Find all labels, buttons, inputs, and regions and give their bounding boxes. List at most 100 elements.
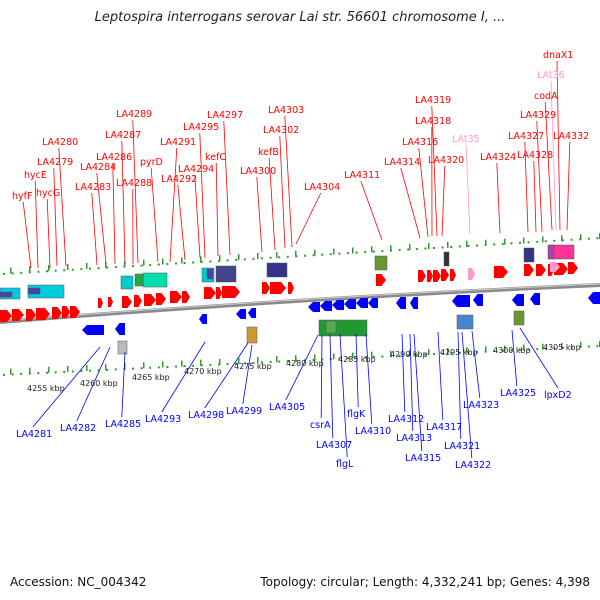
gene-label: LA4320	[428, 155, 464, 166]
reverse-gene-arrow	[115, 323, 125, 335]
upper-dot	[235, 258, 238, 261]
upper-dot	[132, 265, 134, 268]
reverse-gene-arrow	[410, 297, 418, 309]
upper-tick	[10, 267, 12, 274]
upper-tick	[162, 258, 164, 265]
forward-gene-arrow	[524, 264, 534, 276]
label-leader	[355, 333, 359, 408]
lower-dot	[183, 365, 186, 368]
upper-dot	[415, 248, 418, 251]
forward-gene-arrow	[536, 264, 546, 276]
gene-label: dnaX1	[543, 50, 573, 61]
upper-tick	[485, 239, 487, 246]
gene-label: LAt35	[452, 134, 480, 145]
upper-dot	[243, 258, 246, 261]
gene-label: flgK	[347, 409, 366, 420]
label-leader	[544, 101, 553, 231]
lower-dot	[243, 362, 246, 365]
lower-dot	[209, 363, 212, 366]
gene-label: LA4312	[388, 414, 424, 425]
upper-dot	[355, 251, 358, 254]
gene-label: LA4302	[263, 125, 299, 136]
upper-dot	[304, 254, 306, 257]
upper-tick	[67, 264, 69, 271]
upper-dot	[424, 247, 427, 250]
gene-label: LA4314	[384, 157, 420, 168]
lower-tick	[257, 357, 259, 364]
upper-dot	[209, 260, 212, 263]
upper-dot	[46, 270, 48, 273]
upper-dot	[476, 244, 478, 247]
gene-label: lpxD2	[544, 390, 572, 401]
lower-dot	[132, 367, 134, 370]
kbp-label: 4255 kbp	[27, 384, 65, 393]
lower-dot	[20, 373, 23, 376]
lower-dot	[37, 372, 40, 375]
gene-label: LA4332	[553, 131, 589, 142]
forward-gene-arrow	[568, 262, 578, 274]
forward-gene-arrow	[427, 270, 433, 282]
label-leader	[161, 341, 206, 413]
lower-dot	[570, 346, 573, 349]
upper-tick	[561, 235, 563, 242]
domain-box	[374, 255, 388, 271]
label-leader	[121, 351, 126, 418]
chromosome-backbone	[0, 283, 600, 324]
gene-label: LA4319	[415, 95, 451, 106]
domain-box	[120, 275, 134, 290]
upper-dot	[192, 261, 195, 264]
lower-dot	[192, 364, 195, 367]
gene-label: hycG	[36, 188, 60, 199]
lower-dot	[338, 357, 341, 360]
gene-label: LA4286	[96, 152, 132, 163]
label-leader	[132, 119, 139, 264]
chromosome-backbone-highlight	[0, 283, 600, 322]
gene-arrows	[0, 262, 600, 335]
gene-label: hyfF	[12, 191, 32, 202]
gene-label: codA	[534, 91, 558, 102]
label-leader	[22, 201, 32, 269]
lower-tick	[67, 365, 69, 372]
lower-tick	[105, 364, 107, 371]
gene-label: LA4281	[16, 429, 52, 440]
upper-tick	[48, 265, 50, 272]
lower-dot	[114, 368, 117, 371]
label-leader	[524, 141, 529, 233]
forward-gene-arrow	[108, 297, 113, 307]
lower-tick	[466, 347, 468, 354]
label-leader	[242, 344, 253, 405]
label-leader	[471, 330, 481, 399]
lower-tick	[162, 361, 164, 368]
upper-dot	[252, 257, 255, 260]
kbp-label: 4295 kbp	[440, 348, 478, 357]
label-leader-lines	[22, 60, 571, 459]
lower-dot	[175, 365, 177, 368]
gene-label: hycE	[24, 170, 47, 181]
reverse-gene-arrow	[512, 294, 524, 306]
gene-label: LA4329	[520, 110, 556, 121]
forward-gene-arrow	[52, 307, 62, 319]
reverse-gene-arrow	[588, 292, 600, 304]
upper-tick	[143, 259, 145, 266]
upper-dot	[501, 242, 504, 245]
upper-tick	[295, 250, 297, 257]
lower-dot	[501, 349, 504, 352]
forward-gene-arrow	[450, 269, 456, 281]
lower-dot	[527, 348, 530, 351]
kbp-label: 4260 kbp	[80, 379, 118, 388]
lower-tick	[200, 359, 202, 366]
forward-gene-arrow	[26, 309, 36, 321]
lower-dot	[200, 364, 203, 367]
forward-gene-arrow	[376, 274, 386, 286]
upper-tick	[181, 257, 183, 264]
domain-box	[547, 244, 555, 260]
upper-dot	[544, 240, 547, 243]
upper-dot	[398, 249, 401, 252]
domain-box	[215, 265, 237, 283]
reverse-gene-arrow	[530, 293, 540, 305]
domain-box	[0, 291, 13, 298]
label-leader	[204, 342, 249, 409]
forward-gene-arrow	[12, 309, 24, 321]
label-leader	[511, 329, 518, 387]
lower-dot	[398, 354, 401, 357]
